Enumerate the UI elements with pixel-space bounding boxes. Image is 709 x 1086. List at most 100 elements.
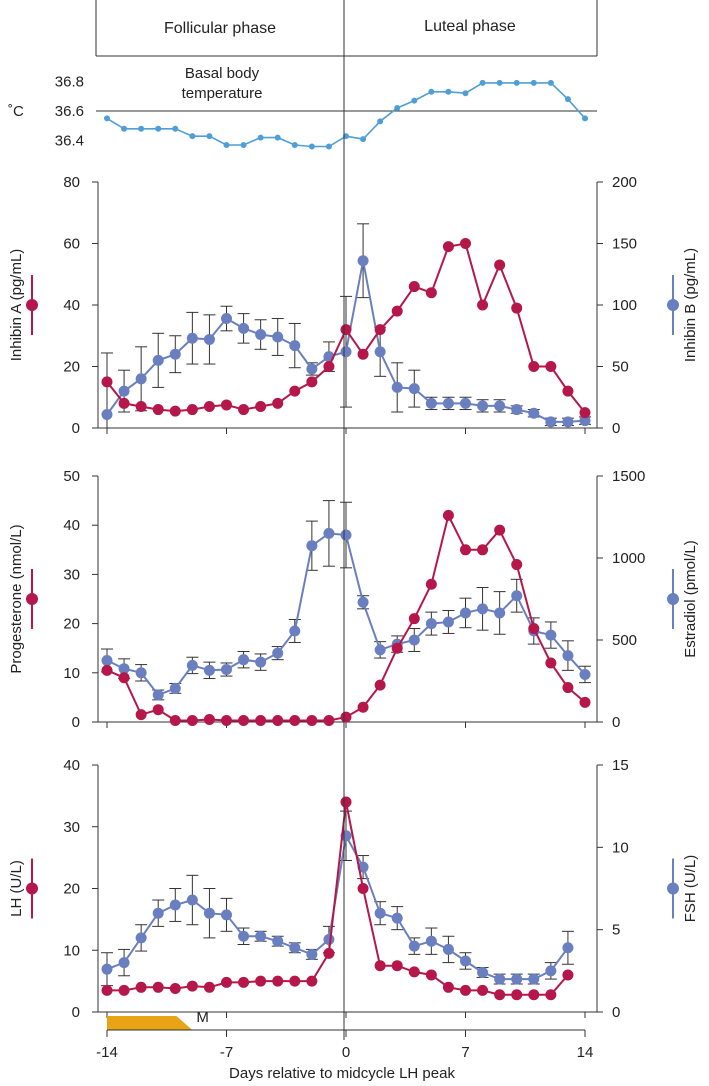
inhibin-b-point xyxy=(238,322,250,334)
right-axis-title: Inhibin B (pg/mL) xyxy=(682,248,699,362)
lh-point xyxy=(289,975,301,987)
inhibin-a-point xyxy=(255,400,267,412)
estradiol-point xyxy=(357,596,369,608)
estradiol-point xyxy=(425,618,437,630)
fsh-point xyxy=(306,948,318,960)
estradiol-point xyxy=(340,529,352,541)
lh-point xyxy=(374,960,386,972)
progesterone-point xyxy=(186,715,198,727)
temp-point xyxy=(411,97,418,104)
temp-point xyxy=(223,142,230,149)
lh-point xyxy=(494,989,506,1001)
progesterone-point xyxy=(391,642,403,654)
estradiol-point xyxy=(289,625,301,637)
luteal-phase-label: Luteal phase xyxy=(424,18,516,35)
x-axis-label: Days relative to midcycle LH peak xyxy=(229,1065,455,1082)
inhibin-b-point xyxy=(272,331,284,343)
fsh-point xyxy=(477,966,489,978)
left-axis-title: LH (U/L) xyxy=(8,860,25,917)
progesterone-point xyxy=(425,578,437,590)
progesterone-point xyxy=(135,709,147,721)
lh-point xyxy=(528,989,540,1001)
inhibin-a-point xyxy=(511,302,523,314)
inhibin-a-point xyxy=(579,407,591,419)
temp-point xyxy=(274,134,281,141)
temp-point xyxy=(206,133,213,140)
estradiol-point xyxy=(152,689,164,701)
progesterone-point xyxy=(442,509,454,521)
estradiol-point xyxy=(238,654,250,666)
temp-point xyxy=(360,136,367,143)
temp-point xyxy=(530,79,537,86)
fsh-point xyxy=(391,912,403,924)
progesterone-point xyxy=(511,559,523,571)
left-tick-label: 60 xyxy=(63,236,80,253)
left-legend-marker xyxy=(26,882,38,895)
lh-point xyxy=(425,969,437,981)
inhibin-a-point xyxy=(442,241,454,253)
progesterone-point xyxy=(408,613,420,625)
lh-point xyxy=(460,984,471,996)
inhibin-b-point xyxy=(135,373,147,385)
inhibin-a-point xyxy=(135,400,147,412)
inhibin-b-point xyxy=(340,346,352,358)
estradiol-point xyxy=(118,663,130,675)
right-tick-label: 1000 xyxy=(612,550,645,567)
inhibin-a-point xyxy=(238,404,250,416)
x-axis: -14 -7 0 7 14 xyxy=(96,1029,593,1061)
temp-point xyxy=(564,96,571,103)
estradiol-point xyxy=(135,667,147,679)
lh-point xyxy=(238,976,250,988)
progesterone-point xyxy=(323,715,335,727)
lh-point xyxy=(357,883,369,894)
inhibin-a-point xyxy=(408,281,420,293)
temp-point xyxy=(257,134,264,141)
panel-1: 0 20 40 60 80 0 50 100 150 200 Inhibin A (pg/mL) In… xyxy=(8,174,699,437)
inhibin-b-point xyxy=(562,416,574,428)
inhibin-b-point xyxy=(391,381,403,393)
inhibin-a-point xyxy=(460,238,471,249)
lh-point xyxy=(203,981,215,993)
inhibin-a-point xyxy=(528,361,540,372)
estradiol-point xyxy=(255,656,267,668)
inhibin-b-point xyxy=(118,385,130,397)
inhibin-b-point xyxy=(545,416,557,428)
inhibin-b-point xyxy=(374,346,386,358)
lh-line xyxy=(107,801,569,996)
inhibin-a-point xyxy=(323,361,335,372)
right-axis-title: FSH (U/L) xyxy=(682,855,699,923)
estradiol-point xyxy=(101,655,113,666)
temp-point xyxy=(104,115,110,122)
left-tick-label: 10 xyxy=(63,942,80,959)
fsh-point xyxy=(238,930,250,942)
x-tick-label: 7 xyxy=(461,1044,469,1061)
temp-point xyxy=(394,105,401,112)
inhibin-b-point xyxy=(255,329,267,341)
x-tick-label: -7 xyxy=(220,1044,233,1061)
progesterone-point xyxy=(169,715,181,727)
lh-point xyxy=(477,984,489,996)
fsh-point xyxy=(152,907,164,919)
inhibin-a-point xyxy=(545,361,557,372)
left-tick-label: 40 xyxy=(63,757,80,774)
temp-point xyxy=(189,133,196,140)
progesterone-point xyxy=(118,672,130,684)
temp-point xyxy=(479,79,486,86)
temperature-caption-line2: temperature xyxy=(182,85,263,102)
temp-point xyxy=(513,79,520,86)
fsh-point xyxy=(169,899,181,911)
fsh-point xyxy=(203,907,215,919)
left-tick-label: 40 xyxy=(63,517,80,534)
estradiol-point xyxy=(477,603,489,615)
left-legend-marker xyxy=(26,299,38,311)
fsh-point xyxy=(272,935,284,947)
inhibin-a-point xyxy=(221,399,232,411)
temp-point xyxy=(325,143,332,150)
right-tick-label: 0 xyxy=(612,420,620,437)
estradiol-point xyxy=(186,659,198,671)
left-tick-label: 80 xyxy=(63,174,80,191)
left-tick-label: 40 xyxy=(63,297,80,314)
lh-point xyxy=(511,989,523,1001)
temperature-panel: ˚C Basal body temperature 36.4 36.6 36.8 xyxy=(8,65,597,150)
